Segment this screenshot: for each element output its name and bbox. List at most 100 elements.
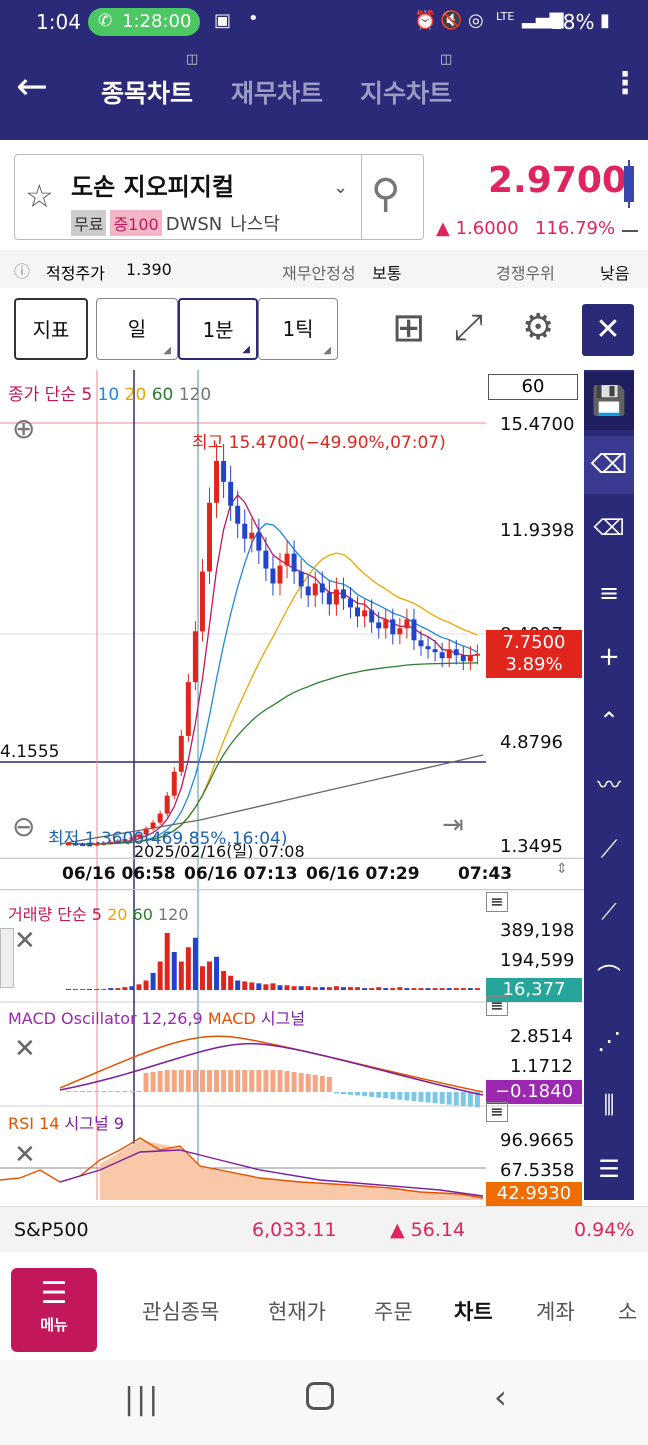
- zigzag-icon[interactable]: 〰: [597, 771, 621, 799]
- volume-bar: [199, 966, 205, 990]
- volume-bar: [87, 989, 93, 990]
- home-icon[interactable]: [306, 1382, 334, 1410]
- candle-body: [376, 622, 382, 629]
- period-1min-button[interactable]: 1분 ◢: [178, 298, 258, 360]
- back-icon[interactable]: ‹: [494, 1378, 507, 1416]
- volume-bar: [425, 988, 431, 990]
- candle-body: [87, 844, 93, 847]
- fair-price-value: 1.390: [126, 260, 172, 279]
- panel-handle[interactable]: [0, 928, 14, 988]
- ma-line: [68, 662, 478, 845]
- volume-bar: [101, 989, 107, 990]
- fan-icon[interactable]: ⋰: [597, 1027, 621, 1055]
- eraser-all-icon[interactable]: ⌫: [593, 516, 625, 541]
- period-day-button[interactable]: 일 ◢: [96, 298, 178, 360]
- volume-bar: [376, 987, 382, 990]
- volume-legend-20: 20: [107, 905, 128, 924]
- chart-area[interactable]: [0, 370, 584, 1204]
- call-pill[interactable]: ✆ 1:28:00: [88, 8, 200, 36]
- rsi-legend-rsi: RSI 14: [8, 1114, 60, 1133]
- close-rsi-icon[interactable]: ✕: [14, 1140, 36, 1170]
- status-time: 1:04: [36, 10, 81, 34]
- tag-free: 무료: [71, 210, 107, 236]
- star-icon[interactable]: ☆: [25, 177, 54, 215]
- tools-icon[interactable]: ✕: [582, 304, 634, 356]
- zoom-out-icon[interactable]: ⊖: [12, 810, 36, 843]
- nav-more[interactable]: 소: [618, 1300, 638, 1324]
- hcl-lines-icon[interactable]: ≡: [598, 579, 620, 607]
- grid-layout-icon[interactable]: ⊞: [392, 305, 426, 351]
- help-icon[interactable]: ⓘ: [14, 262, 31, 281]
- nav-current-price[interactable]: 현재가: [268, 1300, 326, 1324]
- volume-bar: [270, 983, 276, 990]
- rsi-legend: RSI 14 시그널 9: [8, 1110, 124, 1134]
- candle-body: [390, 619, 396, 635]
- macd-bar: [221, 1070, 227, 1092]
- back-arrow-icon[interactable]: ←: [16, 64, 48, 108]
- nav-chart[interactable]: 차트: [454, 1300, 493, 1324]
- candle-body: [362, 610, 368, 617]
- volume-bar: [390, 988, 396, 990]
- recents-icon[interactable]: |||: [124, 1382, 161, 1417]
- nav-watchlist[interactable]: 관심종목: [142, 1300, 220, 1324]
- volume-menu-icon[interactable]: ≡: [486, 892, 508, 912]
- x-axis: 06/16 06:58 06/16 07:13 06/16 07:29 07:4…: [0, 858, 584, 890]
- horizontal-lines-icon[interactable]: ☰: [598, 1155, 620, 1183]
- index-ticker-bar[interactable]: S&P500 6,033.11 ▲ 56.14 0.94%: [0, 1206, 648, 1252]
- eraser-icon[interactable]: ⌫: [584, 436, 634, 494]
- fair-price-label: 적정주가: [46, 264, 105, 283]
- menu-button[interactable]: ☰ 메뉴: [11, 1268, 97, 1352]
- chevron-down-icon[interactable]: ⌄: [333, 177, 349, 198]
- macd-bar: [298, 1073, 304, 1092]
- y-label: 11.9398: [500, 520, 575, 541]
- candle-body: [80, 844, 86, 847]
- scroll-end-icon[interactable]: ⇥: [442, 810, 464, 840]
- volume-bar: [355, 987, 361, 990]
- menu-label: 메뉴: [40, 1316, 68, 1334]
- macd-bar: [284, 1071, 290, 1092]
- macd-bar: [94, 1091, 100, 1092]
- peak-line-icon[interactable]: ⌃: [598, 707, 620, 735]
- close-volume-icon[interactable]: ✕: [14, 926, 36, 956]
- expand-icon[interactable]: ⤢: [454, 307, 483, 348]
- candle-body: [214, 460, 220, 503]
- volume-bar: [249, 982, 255, 990]
- candle-body: [425, 646, 431, 650]
- rsi-menu-icon[interactable]: ≡: [486, 1102, 508, 1122]
- volume-legend-5: 5: [91, 905, 102, 924]
- hamburger-icon: ☰: [40, 1276, 68, 1311]
- more-icon[interactable]: ⋮: [610, 66, 640, 101]
- period-count[interactable]: 60: [488, 374, 578, 400]
- legend-ma-label: 종가 단순: [8, 385, 76, 405]
- macd-menu-icon[interactable]: ≡: [486, 996, 508, 1016]
- candle-body: [207, 502, 212, 572]
- settings-gear-icon[interactable]: ⚙: [522, 307, 555, 348]
- vertical-lines-icon[interactable]: ⫼: [603, 1091, 615, 1119]
- candle-body: [94, 843, 100, 846]
- crosshair-icon[interactable]: +: [598, 642, 620, 672]
- volume-bar: [214, 956, 220, 990]
- nav-account[interactable]: 계좌: [536, 1300, 575, 1324]
- trendline-icon[interactable]: ⟋: [600, 835, 618, 863]
- nav-order[interactable]: 주문: [374, 1300, 413, 1324]
- x-axis-toggle-icon[interactable]: ⇕: [556, 861, 568, 877]
- macd-bar: [340, 1092, 346, 1095]
- macd-bar: [404, 1092, 410, 1101]
- auto-trend-icon[interactable]: ⟋: [601, 900, 617, 925]
- period-1tick-button[interactable]: 1틱 ◢: [258, 298, 338, 360]
- save-icon[interactable]: 💾: [584, 372, 634, 430]
- macd-bar: [263, 1070, 269, 1092]
- macd-bar: [129, 1091, 135, 1092]
- zoom-in-icon[interactable]: ⊕: [12, 412, 36, 445]
- close-macd-icon[interactable]: ✕: [14, 1034, 36, 1064]
- tab-finance-chart[interactable]: 재무차트: [231, 79, 324, 108]
- tab-index-chart[interactable]: 지수차트: [360, 79, 453, 108]
- tab-stock-chart[interactable]: 종목차트: [101, 79, 194, 108]
- stock-selector[interactable]: ☆ 도손 지오피지컬 ⌄ 무료 증100 DWSN 나스닥 ⚲: [14, 154, 424, 240]
- candle-body: [263, 550, 269, 569]
- indicator-button[interactable]: 지표: [14, 298, 88, 360]
- rsi-signal-line: [59, 1149, 484, 1197]
- search-icon[interactable]: ⚲: [371, 171, 401, 217]
- arc-icon[interactable]: ⌒: [597, 963, 621, 991]
- macd-bar: [207, 1070, 212, 1092]
